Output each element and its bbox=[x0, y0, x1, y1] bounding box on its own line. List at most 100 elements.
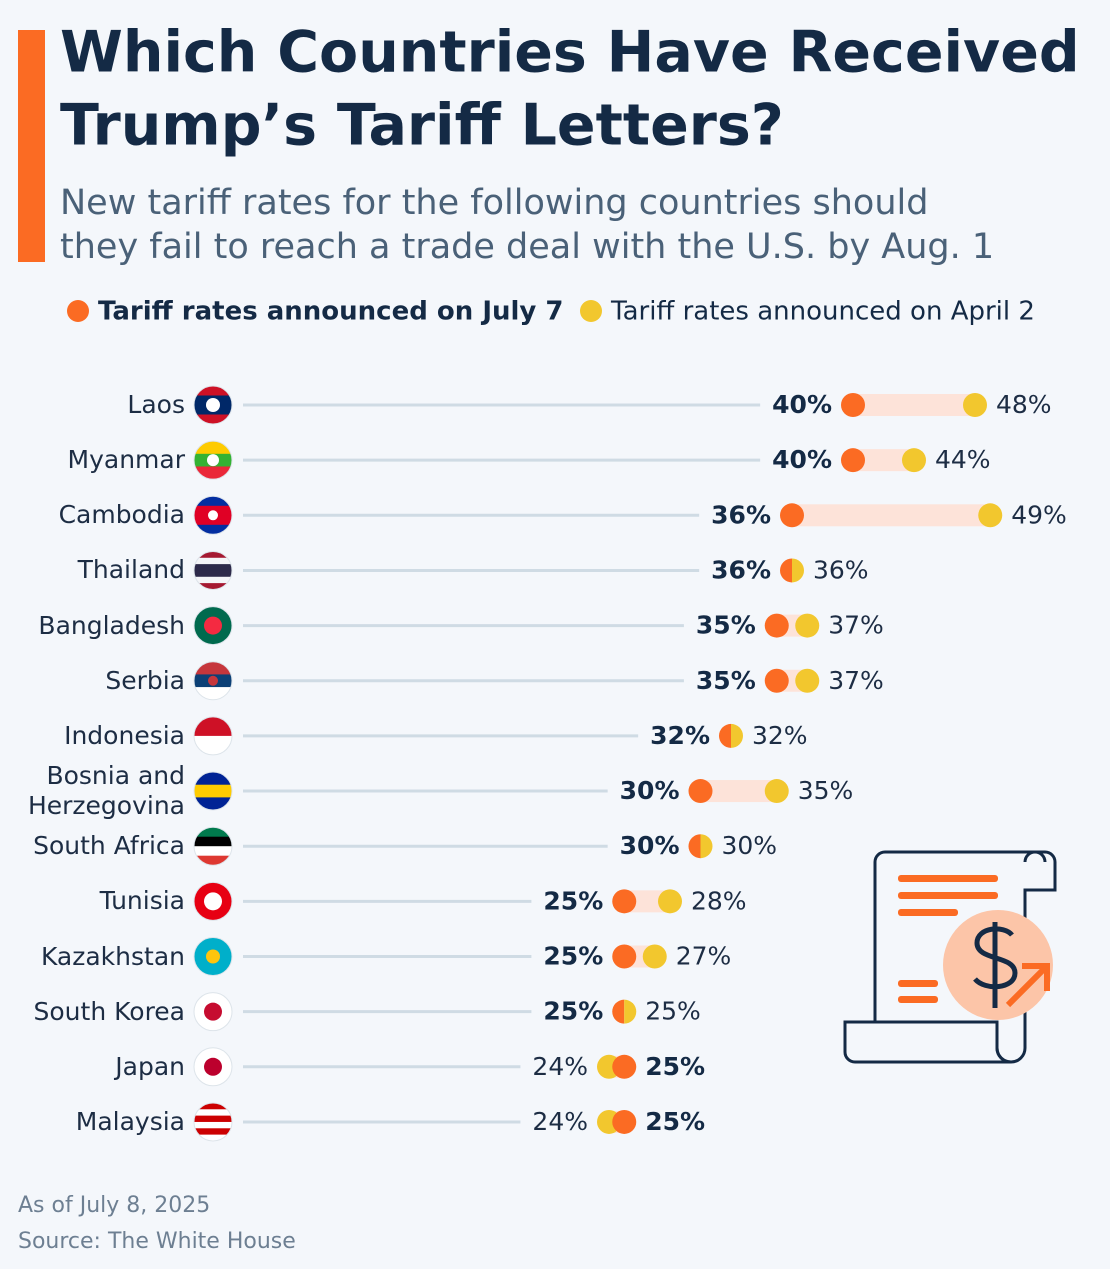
flag-ring bbox=[193, 550, 233, 590]
value-label: 36% bbox=[711, 500, 771, 529]
range-band bbox=[792, 504, 991, 527]
dot bbox=[612, 944, 637, 969]
value-label: 48% bbox=[996, 390, 1052, 419]
flag bbox=[193, 826, 233, 866]
category-label: Tunisia bbox=[99, 886, 185, 916]
legend-swatch bbox=[67, 300, 89, 322]
category-label: Kazakhstan bbox=[40, 941, 185, 971]
dot bbox=[792, 558, 804, 583]
source: Source: The White House bbox=[18, 1229, 296, 1254]
dot bbox=[612, 889, 637, 914]
flag-ring bbox=[193, 1102, 233, 1142]
flag-stripe bbox=[194, 784, 232, 798]
flag-ring bbox=[193, 1047, 233, 1087]
flag bbox=[193, 661, 233, 701]
flag bbox=[193, 1047, 233, 1087]
flag-emblem bbox=[204, 616, 222, 635]
category-label: Japan bbox=[115, 1051, 185, 1081]
flag-stripe bbox=[194, 1121, 232, 1129]
flag-emblem bbox=[206, 398, 220, 412]
flag-stripe bbox=[194, 716, 232, 737]
flag-stripe bbox=[194, 836, 232, 847]
flag-body bbox=[194, 661, 232, 700]
flag-stripe bbox=[194, 557, 232, 565]
flag-stripe bbox=[194, 772, 232, 786]
flag-emblem bbox=[204, 1002, 222, 1021]
value-label: 32% bbox=[752, 721, 808, 750]
value-label: 35% bbox=[696, 666, 756, 695]
category-label: South Africa bbox=[33, 831, 185, 861]
legend-label: Tariff rates announced on April 2 bbox=[610, 297, 1035, 327]
flag-body bbox=[194, 551, 232, 590]
flag bbox=[193, 937, 233, 976]
dot bbox=[764, 779, 789, 804]
chart-subtitle: they fail to reach a trade deal with the… bbox=[60, 227, 994, 267]
value-label: 35% bbox=[798, 776, 854, 805]
icon bbox=[843, 850, 1057, 1064]
category-label: Bangladesh bbox=[38, 610, 185, 640]
flag-emblem bbox=[208, 510, 218, 521]
flag bbox=[193, 495, 233, 535]
flag bbox=[193, 440, 233, 480]
flag bbox=[193, 550, 233, 590]
flag-stripe bbox=[194, 386, 232, 396]
dot bbox=[658, 889, 682, 914]
range-band bbox=[624, 890, 670, 913]
flag-ring bbox=[193, 992, 233, 1032]
value-label: 36% bbox=[813, 555, 869, 584]
flag-stripe bbox=[194, 846, 232, 857]
value-label: 30% bbox=[620, 831, 680, 860]
flag bbox=[193, 992, 233, 1032]
flag-stripe bbox=[194, 576, 232, 584]
flag-ring bbox=[193, 881, 233, 921]
category-label: Serbia bbox=[105, 665, 185, 695]
value-label: 24% bbox=[532, 1052, 588, 1081]
value-label: 25% bbox=[645, 1052, 705, 1081]
flag-stripe bbox=[194, 1134, 232, 1141]
value-label: 49% bbox=[1011, 500, 1067, 529]
value-label: 37% bbox=[828, 611, 884, 640]
flag-stripe bbox=[194, 855, 232, 866]
flag-stripe bbox=[194, 1102, 232, 1110]
dot bbox=[795, 613, 820, 638]
flag-stripe bbox=[194, 1128, 232, 1136]
icon-detail bbox=[898, 875, 1053, 1020]
flag-ring bbox=[193, 385, 233, 425]
accent-bar bbox=[18, 30, 45, 262]
dot bbox=[624, 999, 637, 1024]
flag-stripe bbox=[194, 827, 232, 838]
flag bbox=[193, 606, 233, 646]
range-band bbox=[700, 780, 777, 803]
category-label: South Korea bbox=[33, 996, 185, 1026]
flag-stripe bbox=[194, 441, 232, 455]
flag-ring bbox=[193, 661, 233, 701]
flag-stripe bbox=[194, 466, 232, 480]
flag-body bbox=[194, 1102, 232, 1141]
value-label: 30% bbox=[722, 831, 778, 860]
dot bbox=[700, 834, 713, 859]
range-band bbox=[853, 449, 914, 472]
value-label: 32% bbox=[650, 721, 710, 750]
flag-stripe bbox=[194, 735, 232, 755]
value-label: 35% bbox=[696, 611, 756, 640]
value-label: 25% bbox=[543, 997, 603, 1026]
flag-stripe bbox=[194, 583, 232, 590]
flag-stripe bbox=[194, 687, 232, 700]
flag-body bbox=[194, 716, 232, 755]
value-label: 28% bbox=[691, 886, 747, 915]
flag bbox=[193, 881, 233, 921]
category-label: Malaysia bbox=[75, 1106, 185, 1136]
dot bbox=[764, 668, 789, 693]
category-label: Thailand bbox=[77, 555, 185, 585]
chart-subtitle: New tariff rates for the following count… bbox=[60, 183, 928, 223]
category-label: Bosnia and Herzegovina bbox=[27, 761, 185, 821]
value-label: 30% bbox=[620, 776, 680, 805]
flag-emblem bbox=[208, 675, 218, 686]
dot bbox=[612, 1054, 637, 1079]
category-label: Cambodia bbox=[58, 500, 185, 530]
flag bbox=[193, 716, 233, 756]
flag-ring bbox=[193, 771, 233, 811]
flag-ring bbox=[193, 826, 233, 866]
